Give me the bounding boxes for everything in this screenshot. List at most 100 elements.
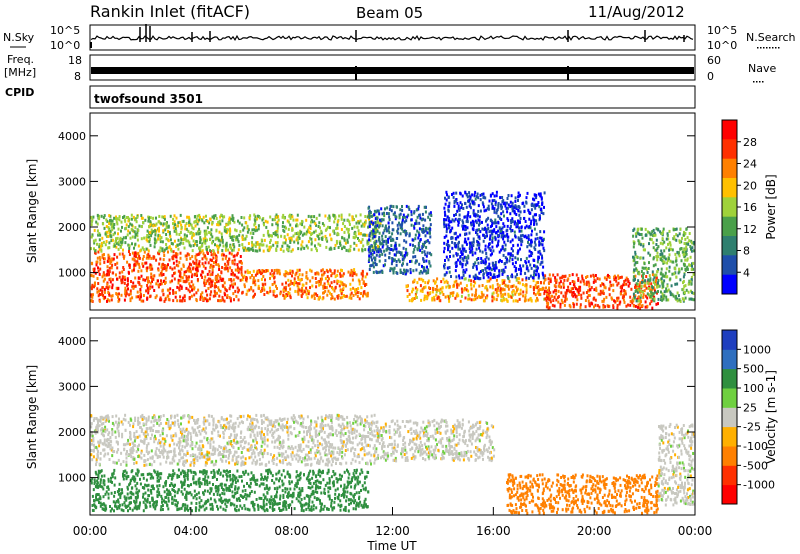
heatmap-cell (331, 295, 334, 299)
heatmap-cell (447, 246, 450, 250)
heatmap-cell (629, 295, 632, 299)
heatmap-cell (525, 288, 528, 292)
heatmap-cell (524, 271, 527, 275)
heatmap-cell (155, 216, 157, 220)
heatmap-cell (188, 241, 191, 245)
heatmap-cell (355, 288, 358, 291)
heatmap-cell (404, 251, 407, 255)
heatmap-cell (533, 218, 536, 222)
heatmap-cell (509, 205, 512, 209)
colorbar-cell (722, 255, 737, 276)
heatmap-cell (306, 246, 309, 250)
heatmap-cell (310, 215, 313, 219)
heatmap-cell (310, 269, 313, 273)
heatmap-cell (108, 266, 111, 270)
heatmap-cell (233, 235, 236, 239)
heatmap-cell (232, 292, 235, 296)
heatmap-cell (180, 275, 182, 279)
heatmap-cell (457, 219, 459, 223)
heatmap-cell (383, 239, 386, 243)
heatmap-cell (519, 264, 522, 268)
heatmap-cell (119, 238, 122, 241)
heatmap-cell (214, 214, 217, 218)
heatmap-cell (308, 500, 311, 504)
heatmap-cell (677, 251, 680, 255)
heatmap-cell (639, 243, 642, 247)
heatmap-cell (451, 226, 454, 230)
heatmap-cell (96, 290, 99, 294)
heatmap-cell (98, 248, 101, 251)
heatmap-cell (477, 204, 480, 208)
heatmap-cell (235, 275, 238, 279)
heatmap-cell (494, 200, 497, 204)
heatmap-cell (692, 291, 695, 295)
heatmap-cell (588, 282, 591, 286)
heatmap-cell (118, 292, 120, 296)
heatmap-cell (145, 238, 148, 242)
heatmap-cell (634, 232, 637, 236)
heatmap-cell (501, 282, 504, 285)
heatmap-cell (98, 217, 101, 221)
heatmap-cell (231, 494, 234, 498)
heatmap-cell (355, 221, 358, 225)
heatmap-cell (346, 240, 349, 244)
heatmap-cell (178, 286, 181, 290)
heatmap-cell (355, 235, 358, 239)
heatmap-cell (328, 218, 331, 222)
heatmap-cell (455, 191, 458, 195)
heatmap-cell (256, 242, 259, 246)
heatmap-cell (520, 234, 522, 238)
heatmap-cell (198, 227, 201, 231)
heatmap-cell (449, 230, 452, 234)
heatmap-cell (138, 297, 141, 301)
heatmap-cell (216, 276, 219, 279)
heatmap-cell (121, 270, 124, 274)
heatmap-cell (275, 294, 278, 298)
heatmap-cell (289, 223, 292, 227)
heatmap-cell (491, 240, 494, 244)
heatmap-cell (269, 241, 271, 244)
heatmap-cell (482, 261, 485, 265)
heatmap-cell (657, 290, 659, 293)
heatmap-cell (276, 229, 279, 233)
heatmap-cell (513, 230, 516, 234)
heatmap-cell (406, 284, 409, 288)
heatmap-cell (452, 254, 455, 258)
heatmap-cell (230, 278, 232, 281)
heatmap-cell (345, 284, 347, 288)
heatmap-cell (173, 271, 175, 275)
heatmap-cell (490, 202, 493, 206)
heatmap-cell (555, 289, 558, 293)
heatmap-cell (171, 483, 174, 487)
heatmap-cell (535, 204, 538, 207)
heatmap-cell (366, 215, 369, 219)
heatmap-cell (368, 213, 371, 217)
heatmap-cell (137, 269, 140, 273)
heatmap-cell (107, 253, 110, 257)
heatmap-cell (120, 229, 122, 233)
heatmap-cell (679, 227, 682, 231)
heatmap-cell (453, 199, 456, 203)
heatmap-cell (174, 271, 177, 275)
heatmap-cell (482, 273, 485, 277)
heatmap-cell (113, 483, 116, 487)
heatmap-cell (123, 298, 126, 302)
heatmap-cell (195, 261, 198, 265)
heatmap-cell (364, 275, 367, 279)
heatmap-cell (517, 236, 520, 240)
heatmap-cell (460, 262, 463, 266)
heatmap-cell (182, 263, 185, 267)
heatmap-cell (357, 287, 360, 291)
heatmap-cell (519, 288, 522, 292)
heatmap-cell (178, 220, 181, 224)
heatmap-cell (258, 286, 261, 290)
heatmap-cell (378, 245, 380, 249)
heatmap-cell (179, 299, 182, 303)
heatmap-cell (459, 299, 462, 303)
heatmap-cell (636, 299, 639, 303)
heatmap-cell (462, 268, 465, 272)
heatmap-cell (493, 199, 496, 202)
heatmap-cell (677, 294, 680, 298)
heatmap-cell (475, 247, 478, 251)
heatmap-cell (646, 271, 649, 274)
